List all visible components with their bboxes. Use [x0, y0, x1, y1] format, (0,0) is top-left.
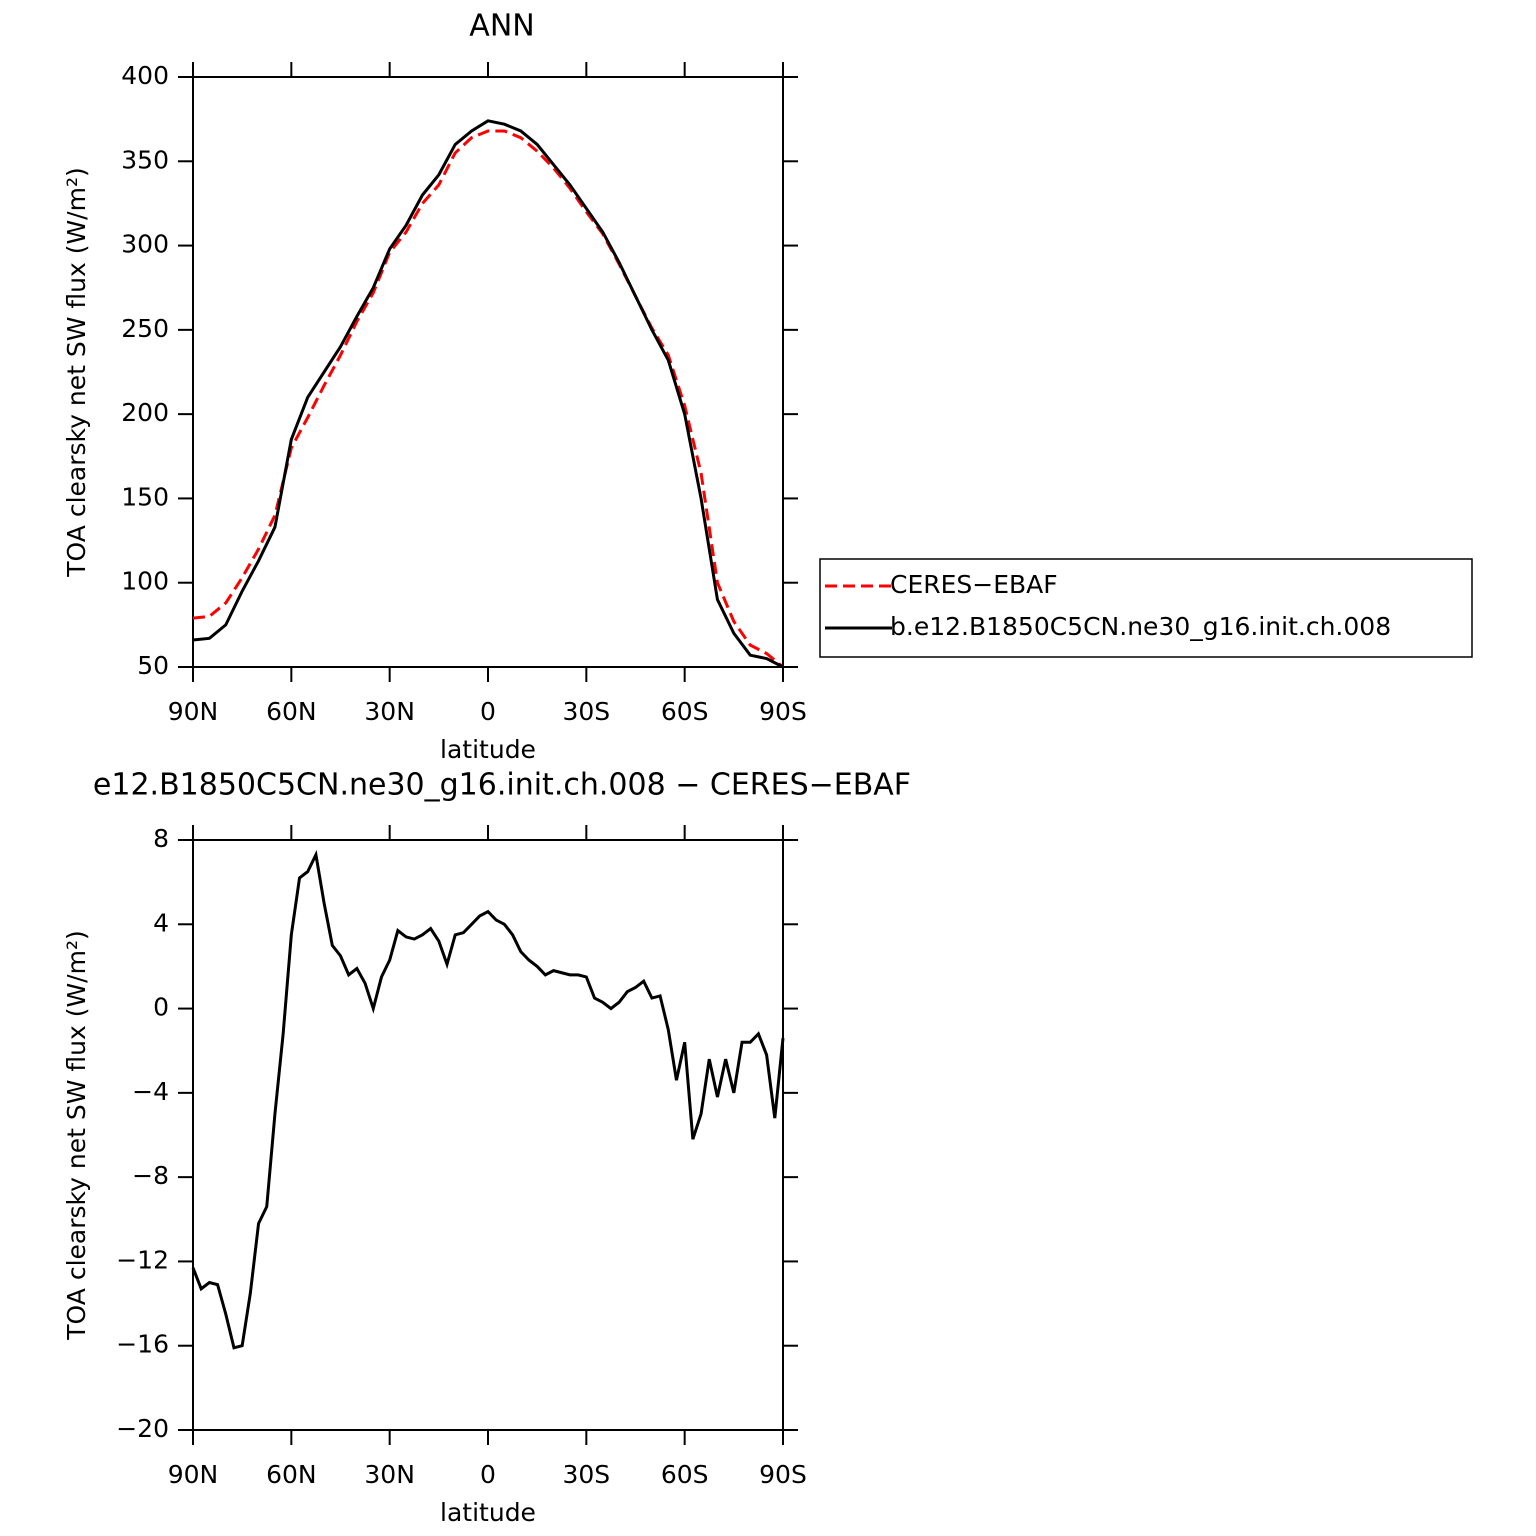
- line-series: [192, 119, 784, 669]
- x-tick-label: 0: [480, 1460, 496, 1489]
- x-tick-label: 60S: [661, 1460, 709, 1489]
- x-tick-label: 60N: [266, 697, 317, 726]
- y-tick-label: −8: [132, 1161, 169, 1190]
- x-tick-label: 30S: [562, 697, 610, 726]
- x-tick-label: 30N: [364, 1460, 415, 1489]
- y-tick-label: 350: [121, 145, 169, 174]
- y-tick-label: 0: [153, 993, 169, 1022]
- x-tick-label: 90N: [168, 697, 219, 726]
- y-axis-label: TOA clearsky net SW flux (W/m²): [62, 930, 91, 1340]
- y-tick-label: −12: [116, 1245, 169, 1274]
- y-tick-label: 250: [121, 314, 169, 343]
- y-tick-label: −4: [132, 1077, 169, 1106]
- line-series: [192, 129, 784, 669]
- y-axis-label: TOA clearsky net SW flux (W/m²): [62, 167, 91, 577]
- x-axis-label: latitude: [440, 735, 536, 764]
- x-tick-label: 90N: [168, 1460, 219, 1489]
- y-tick-label: 50: [137, 651, 169, 680]
- x-tick-label: 30S: [562, 1460, 610, 1489]
- x-tick-label: 30N: [364, 697, 415, 726]
- legend-box: [819, 558, 1473, 658]
- x-tick-label: 60S: [661, 697, 709, 726]
- line-series: [191, 849, 785, 1350]
- plot-frame: [192, 76, 784, 668]
- x-tick-label: 90S: [759, 1460, 807, 1489]
- legend-label: b.e12.B1850C5CN.ne30_g16.init.ch.008: [890, 612, 1391, 641]
- y-tick-label: 400: [121, 61, 169, 90]
- chart-title: e12.B1850C5CN.ne30_g16.init.ch.008 − CER…: [93, 768, 911, 803]
- y-tick-label: 4: [153, 908, 169, 937]
- y-tick-label: 300: [121, 230, 169, 259]
- x-tick-label: 60N: [266, 1460, 317, 1489]
- x-tick-label: 0: [480, 697, 496, 726]
- y-tick-label: 150: [121, 482, 169, 511]
- y-tick-label: 8: [153, 824, 169, 853]
- x-axis-label: latitude: [440, 1498, 536, 1527]
- x-tick-label: 90S: [759, 697, 807, 726]
- chart-title: ANN: [469, 9, 534, 44]
- y-tick-label: −20: [116, 1414, 169, 1443]
- y-tick-label: 100: [121, 567, 169, 596]
- y-tick-label: −16: [116, 1330, 169, 1359]
- legend-label: CERES−EBAF: [890, 570, 1058, 599]
- y-tick-label: 200: [121, 398, 169, 427]
